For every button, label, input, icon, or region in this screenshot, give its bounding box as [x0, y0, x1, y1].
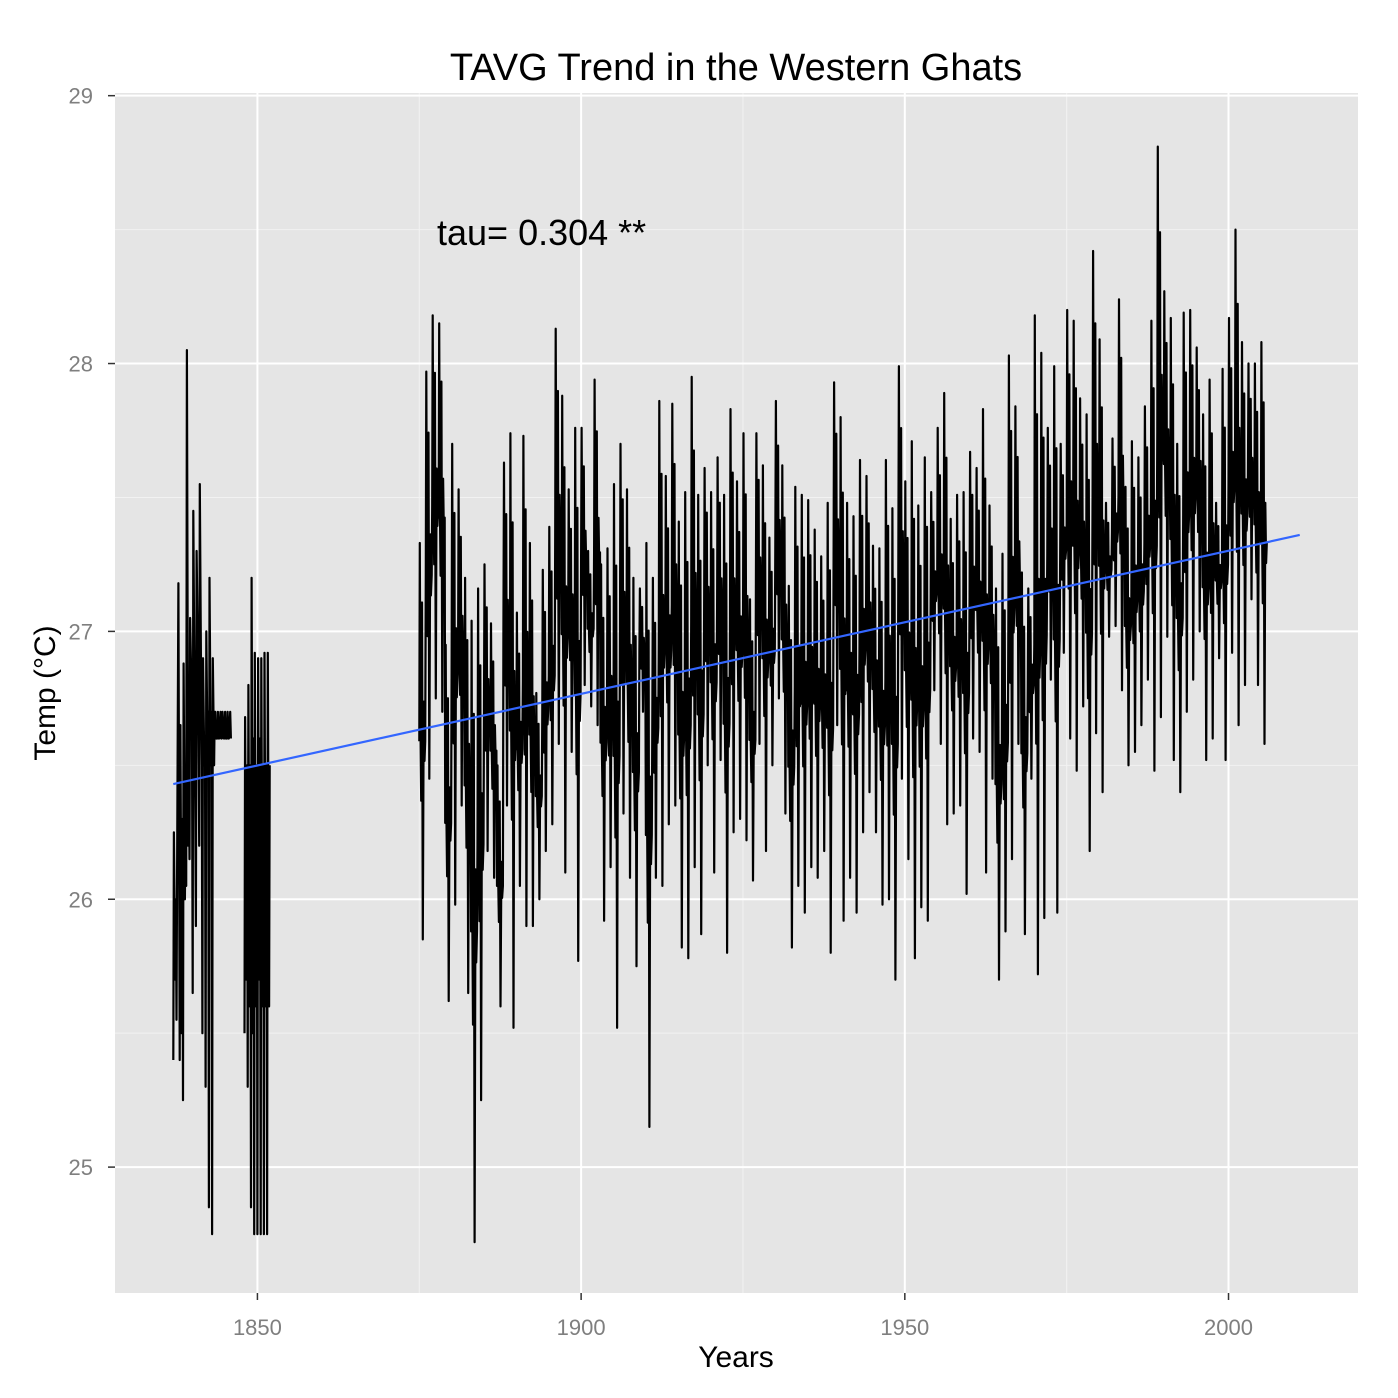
x-tick-label: 1950	[880, 1315, 929, 1340]
trend-line	[173, 533, 1300, 786]
y-axis-title: Temp (°C)	[29, 625, 62, 760]
tau-annotation: tau= 0.304 **	[437, 212, 646, 253]
trend-group	[173, 533, 1300, 786]
y-tick-label: 26	[69, 887, 93, 912]
plot-panel	[115, 93, 1358, 1293]
y-tick-label: 27	[69, 619, 93, 644]
series-line	[243, 576, 271, 1236]
series-line	[172, 349, 232, 1236]
y-tick-label: 25	[69, 1155, 93, 1180]
x-tick-label: 1900	[557, 1315, 606, 1340]
series-group	[172, 145, 1268, 1244]
y-tick-label: 28	[69, 352, 93, 377]
x-axis-title: Years	[698, 1341, 774, 1374]
y-tick-label: 29	[69, 84, 93, 109]
series-line	[418, 145, 1268, 1244]
x-tick-label: 1850	[233, 1315, 282, 1340]
chart-title: TAVG Trend in the Western Ghats	[450, 47, 1022, 89]
x-tick-label: 2000	[1204, 1315, 1253, 1340]
axis-ticks: 1850 1900 1950 2000 25 26 27 28 29	[69, 84, 1253, 1340]
